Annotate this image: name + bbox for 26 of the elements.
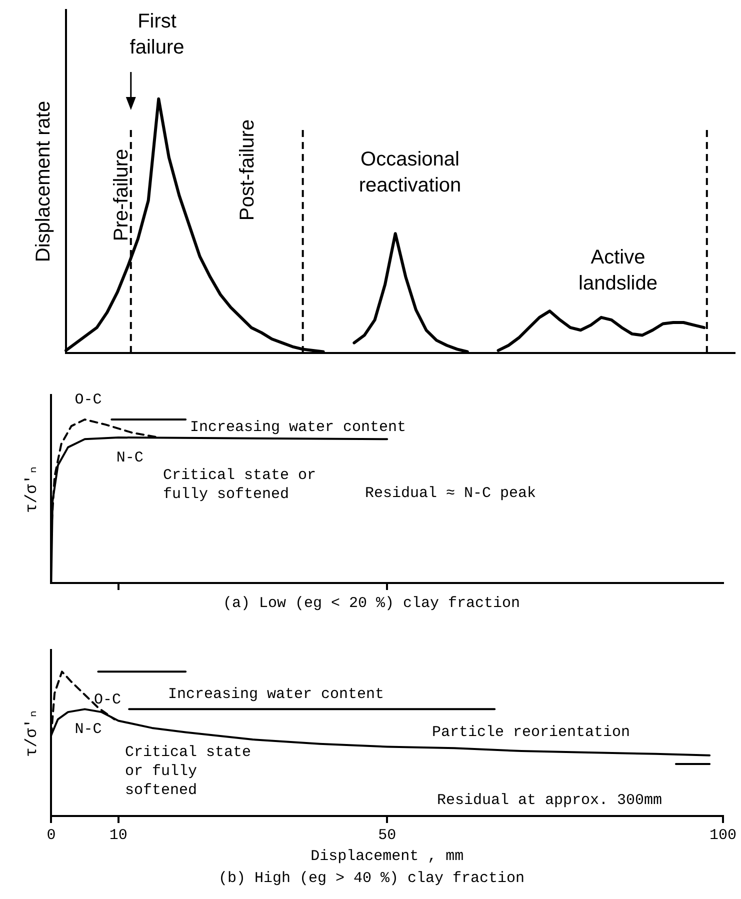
annotation: Occasional reactivation	[358, 148, 462, 197]
text: (b) High (eg > 40 %) clay fraction	[218, 870, 525, 887]
annotation: Post-failure	[236, 119, 259, 221]
series-label: N-C	[116, 449, 144, 466]
series-label: N-C	[74, 721, 102, 738]
series-label: O-C	[74, 391, 102, 408]
x-tick-label: 50	[378, 826, 396, 844]
annotation: Pre-failure	[110, 148, 133, 242]
annotation: Active landslide	[578, 246, 658, 295]
annotation: Critical state or fully softened	[163, 466, 316, 503]
text: First failure	[130, 10, 184, 59]
annotation: Critical state or fully softened	[125, 744, 252, 799]
annotation: Particle reorientation	[432, 724, 630, 741]
series-label: O-C	[94, 692, 121, 709]
x-axis-title: Displacement , mm	[310, 848, 464, 865]
x-tick-label: 100	[709, 826, 737, 844]
x-tick-label: 10	[109, 826, 128, 844]
annotation: Increasing water content	[168, 686, 384, 703]
annotation: Increasing water content	[190, 418, 406, 436]
annotation: Residual ≈ N-C peak	[365, 484, 536, 502]
x-tick-label: 0	[46, 826, 56, 844]
text: (a) Low (eg < 20 %) clay fraction	[222, 594, 520, 612]
y-axis-title: Displacement rate	[32, 100, 55, 262]
y-axis-title: τ/σ′ₙ	[22, 708, 41, 758]
y-axis-title: τ/σ′ₙ	[22, 464, 41, 514]
annotation: Residual at approx. 300mm	[437, 792, 662, 809]
